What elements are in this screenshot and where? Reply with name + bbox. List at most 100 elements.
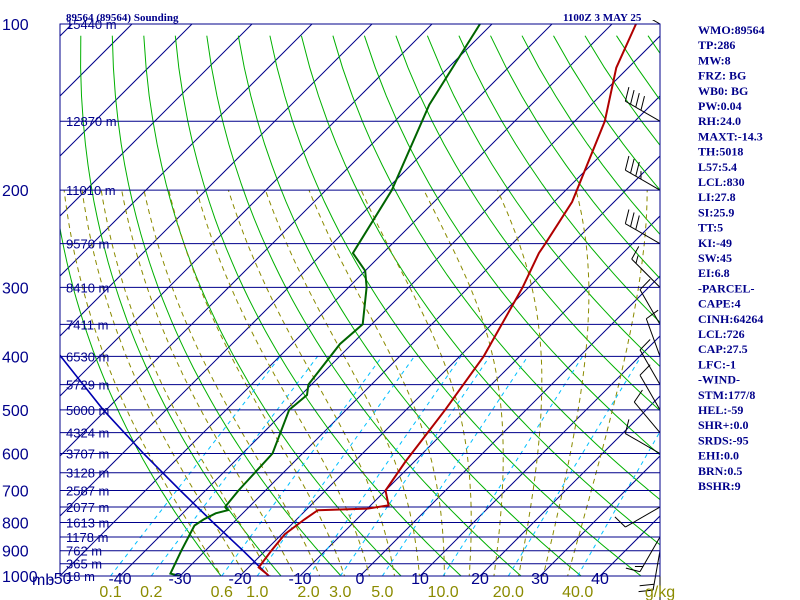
isotherm-line xyxy=(299,215,660,576)
isotherm-line xyxy=(479,395,660,576)
temperature-tick-label: 40 xyxy=(591,571,609,588)
isotherm-line xyxy=(60,24,253,217)
dry-adiabat-line xyxy=(584,35,660,146)
temperature-tick-label: 10 xyxy=(411,571,429,588)
height-label: 11010 m xyxy=(66,183,116,198)
wind-barb xyxy=(645,309,661,357)
mixing-ratio-line xyxy=(577,430,660,576)
stability-index: TH:5018 xyxy=(698,145,743,159)
isotherm-line xyxy=(539,455,660,576)
mixing-ratio-line xyxy=(339,356,491,576)
mixing-ratio-line xyxy=(381,356,529,576)
isotherm-line xyxy=(60,24,553,517)
wind-barb xyxy=(624,209,661,245)
temperature-tick-label: 20 xyxy=(471,571,489,588)
moist-adiabat-line xyxy=(423,189,504,576)
mixing-ratio-tick-label: 0.2 xyxy=(140,584,162,600)
height-label: 9570 m xyxy=(66,237,109,252)
moist-adiabat-line xyxy=(542,190,590,576)
height-label: 2587 m xyxy=(66,483,109,498)
dry-adiabat-line xyxy=(363,35,660,456)
temperature-tick-label: -40 xyxy=(108,571,131,588)
dry-adiabat-line xyxy=(237,35,582,576)
mixing-ratio-tick-label: 5.0 xyxy=(371,584,393,600)
stability-index: FRZ: BG xyxy=(698,69,746,83)
stability-index: LCL:726 xyxy=(698,327,745,341)
moist-adiabat-line xyxy=(227,190,396,576)
pressure-tick-label: 700 xyxy=(2,483,29,500)
pressure-tick-label: 100 xyxy=(2,17,29,34)
height-label: 7411 m xyxy=(66,317,108,332)
mixing-ratio-line xyxy=(110,356,281,576)
stability-index: RH:24.0 xyxy=(698,114,741,128)
temperature-tick-label: -30 xyxy=(168,571,191,588)
height-label: 5729 m xyxy=(66,378,109,393)
mixing-ratio-tick-label: 10.0 xyxy=(428,584,459,600)
moist-adiabat-line xyxy=(264,190,420,576)
wind-barb xyxy=(639,278,661,325)
stability-index: LFC:-1 xyxy=(698,357,736,371)
isotherm-line xyxy=(60,24,493,457)
stability-index: BSHR:9 xyxy=(698,479,741,493)
stability-index: L57:5.4 xyxy=(698,160,737,174)
wind-barb xyxy=(633,389,661,434)
stability-index: STM:177/8 xyxy=(698,388,755,402)
dry-adiabat-line xyxy=(206,35,522,576)
dry-adiabat-line xyxy=(490,35,660,280)
dry-adiabat-line xyxy=(395,35,660,412)
height-label: 6530 m xyxy=(66,349,109,364)
stability-index: SRDS:-95 xyxy=(698,433,749,447)
isotherm-line xyxy=(60,24,193,157)
stability-index: LI:27.8 xyxy=(698,190,736,204)
pressure-tick-label: 400 xyxy=(2,349,29,366)
height-label: 3707 m xyxy=(66,447,109,462)
pressure-tick-label: 800 xyxy=(2,516,29,533)
isotherm-line xyxy=(419,335,660,576)
height-label: 365 m xyxy=(66,557,102,572)
plot-frame xyxy=(59,23,661,577)
wind-barb xyxy=(624,155,661,191)
stability-index: SW:45 xyxy=(698,251,732,265)
dry-adiabat-line xyxy=(458,35,660,324)
stability-index: WMO:89564 xyxy=(698,23,765,37)
dry-adiabat-line xyxy=(332,35,660,501)
temperature-tick-label: -10 xyxy=(288,571,311,588)
height-label: 3128 m xyxy=(66,466,109,481)
moist-adiabat-line xyxy=(360,189,472,576)
mixing-ratio-tick-label: 3.0 xyxy=(329,584,351,600)
stability-index: HEL:-59 xyxy=(698,403,743,417)
valid-time: 1100Z 3 MAY 25 xyxy=(563,12,642,24)
stability-index: -PARCEL- xyxy=(698,281,754,295)
temperature-tick-label: -50 xyxy=(48,571,71,588)
dry-adiabat-line xyxy=(111,35,342,576)
stability-index: WB0: BG xyxy=(698,84,748,98)
pressure-unit: mb xyxy=(32,572,54,589)
height-label: 1178 m xyxy=(66,530,108,545)
stability-index: TP:286 xyxy=(698,38,735,52)
temperature-tick-label: 0 xyxy=(356,571,365,588)
wind-barb xyxy=(639,339,661,385)
stability-index: MAXT:-14.3 xyxy=(698,129,763,143)
stability-index: BRN:0.5 xyxy=(698,464,742,478)
moist-adiabat-line xyxy=(168,190,346,576)
dewpoint-line xyxy=(168,24,481,576)
stability-index: SHR+:0.0 xyxy=(698,418,749,432)
temperature-tick-label: 30 xyxy=(531,571,549,588)
height-label: 2077 m xyxy=(66,500,109,515)
isotherm-line xyxy=(179,95,660,576)
dry-adiabat-line xyxy=(143,35,402,576)
wind-barb xyxy=(652,20,661,25)
mixing-ratio-unit: g/kg xyxy=(645,584,675,600)
stability-index: CINH:64264 xyxy=(698,312,763,326)
height-label: 5000 m xyxy=(66,403,109,418)
mixing-ratio-line xyxy=(221,356,383,576)
temperature-tick-label: -20 xyxy=(228,571,251,588)
stability-index: PW:0.04 xyxy=(698,99,742,113)
height-label: 8410 m xyxy=(66,280,109,295)
dry-adiabat-line xyxy=(174,35,462,576)
mixing-ratio-tick-label: 0.1 xyxy=(99,584,121,600)
mixing-ratio-line xyxy=(150,356,319,576)
parcel-path-line xyxy=(60,353,270,576)
